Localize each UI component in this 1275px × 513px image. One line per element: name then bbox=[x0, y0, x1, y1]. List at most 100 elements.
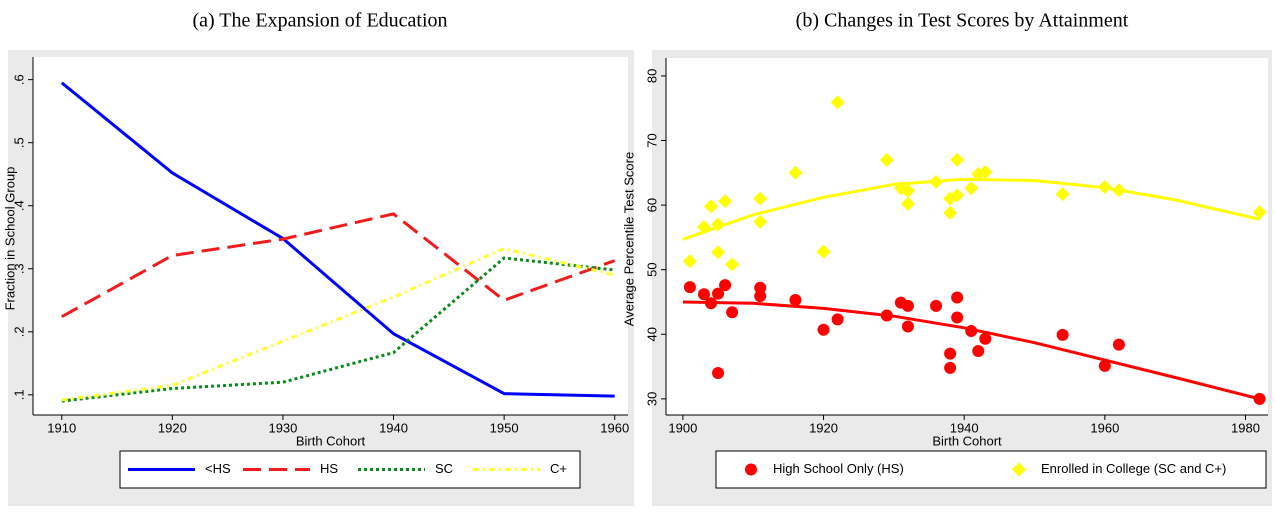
point bbox=[817, 323, 830, 336]
point bbox=[1055, 187, 1070, 202]
y-tick-label: .4 bbox=[11, 200, 26, 211]
point bbox=[978, 165, 993, 180]
legend-swatch bbox=[1012, 462, 1026, 477]
point bbox=[705, 297, 718, 310]
legend-label: SC bbox=[435, 461, 453, 476]
point bbox=[965, 325, 978, 338]
plot-area bbox=[666, 58, 1268, 415]
legend-label: C+ bbox=[550, 461, 567, 476]
point bbox=[979, 332, 992, 345]
y-tick-label: .1 bbox=[11, 389, 26, 400]
point bbox=[754, 290, 767, 303]
series-line bbox=[61, 256, 615, 403]
x-tick-label: 1960 bbox=[600, 420, 629, 435]
x-tick-label: 1920 bbox=[158, 420, 187, 435]
point bbox=[900, 196, 915, 211]
point bbox=[929, 174, 944, 189]
point bbox=[712, 367, 725, 380]
point bbox=[1097, 180, 1112, 195]
point bbox=[697, 288, 710, 301]
y-axis-title: Average Percentile Test Score bbox=[621, 152, 636, 326]
legend-label: HS bbox=[320, 461, 338, 476]
point bbox=[719, 279, 732, 292]
point bbox=[950, 188, 965, 203]
point bbox=[696, 220, 711, 235]
point bbox=[951, 291, 964, 304]
x-tick-label: 1960 bbox=[1090, 420, 1119, 435]
y-tick-label: 60 bbox=[644, 198, 659, 212]
x-tick-label: 1900 bbox=[668, 420, 697, 435]
y-tick-label: 30 bbox=[644, 392, 659, 406]
series-line bbox=[61, 212, 616, 319]
legend-swatch bbox=[745, 463, 757, 476]
x-tick-label: 1950 bbox=[490, 420, 519, 435]
point bbox=[930, 299, 943, 312]
y-tick-label: 50 bbox=[644, 262, 659, 276]
legend-label: High School Only (HS) bbox=[773, 461, 904, 476]
point bbox=[683, 281, 696, 294]
y-tick-label: .2 bbox=[11, 326, 26, 337]
point bbox=[753, 191, 768, 206]
point bbox=[1111, 183, 1126, 198]
point bbox=[788, 165, 803, 180]
point bbox=[901, 320, 914, 333]
point bbox=[900, 183, 915, 198]
y-tick-label: 40 bbox=[644, 327, 659, 341]
point bbox=[879, 152, 894, 167]
point bbox=[943, 205, 958, 220]
fit-line bbox=[682, 300, 1260, 401]
point bbox=[944, 347, 957, 360]
plot-area bbox=[33, 57, 628, 415]
point bbox=[1253, 392, 1266, 405]
panel-title: (a) The Expansion of Education bbox=[192, 10, 447, 32]
point bbox=[704, 199, 719, 214]
legend-box bbox=[119, 450, 581, 489]
point bbox=[880, 309, 893, 322]
point bbox=[972, 345, 985, 358]
point bbox=[830, 95, 845, 110]
point bbox=[712, 287, 725, 300]
y-tick-label: .5 bbox=[11, 137, 26, 148]
point bbox=[944, 361, 957, 374]
legend-box bbox=[715, 450, 1267, 489]
point bbox=[726, 306, 739, 319]
x-axis-title: Birth Cohort bbox=[932, 433, 1002, 448]
point bbox=[753, 214, 768, 229]
series-line bbox=[60, 81, 615, 398]
y-tick-label: 70 bbox=[644, 133, 659, 147]
point bbox=[711, 217, 726, 232]
x-tick-label: 1980 bbox=[1231, 420, 1260, 435]
y-tick-label: 80 bbox=[644, 69, 659, 83]
point bbox=[718, 194, 733, 209]
legend-label: Enrolled in College (SC and C+) bbox=[1041, 461, 1226, 476]
point bbox=[831, 313, 844, 326]
point bbox=[964, 181, 979, 196]
y-axis-title: Fraction in School Group bbox=[2, 167, 17, 311]
point bbox=[816, 244, 831, 259]
point bbox=[682, 254, 697, 269]
point bbox=[1252, 205, 1267, 220]
fit-line bbox=[682, 177, 1260, 241]
x-tick-label: 1920 bbox=[809, 420, 838, 435]
x-axis-title: Birth Cohort bbox=[296, 433, 366, 448]
point bbox=[1098, 359, 1111, 372]
point bbox=[951, 311, 964, 324]
x-tick-label: 1930 bbox=[268, 420, 297, 435]
panel-title: (b) Changes in Test Scores by Attainment bbox=[796, 10, 1129, 32]
y-tick-label: .3 bbox=[11, 263, 26, 274]
legend-label: <HS bbox=[205, 461, 231, 476]
y-tick-label: .6 bbox=[11, 74, 26, 85]
point bbox=[789, 294, 802, 307]
point bbox=[1056, 328, 1069, 341]
x-tick-label: 1910 bbox=[47, 420, 76, 435]
point bbox=[725, 257, 740, 272]
x-tick-label: 1940 bbox=[950, 420, 979, 435]
point bbox=[754, 281, 767, 294]
x-tick-label: 1940 bbox=[379, 420, 408, 435]
point bbox=[1112, 338, 1125, 351]
point bbox=[950, 152, 965, 167]
point bbox=[901, 299, 914, 312]
series-line bbox=[61, 247, 616, 402]
point bbox=[711, 245, 726, 260]
